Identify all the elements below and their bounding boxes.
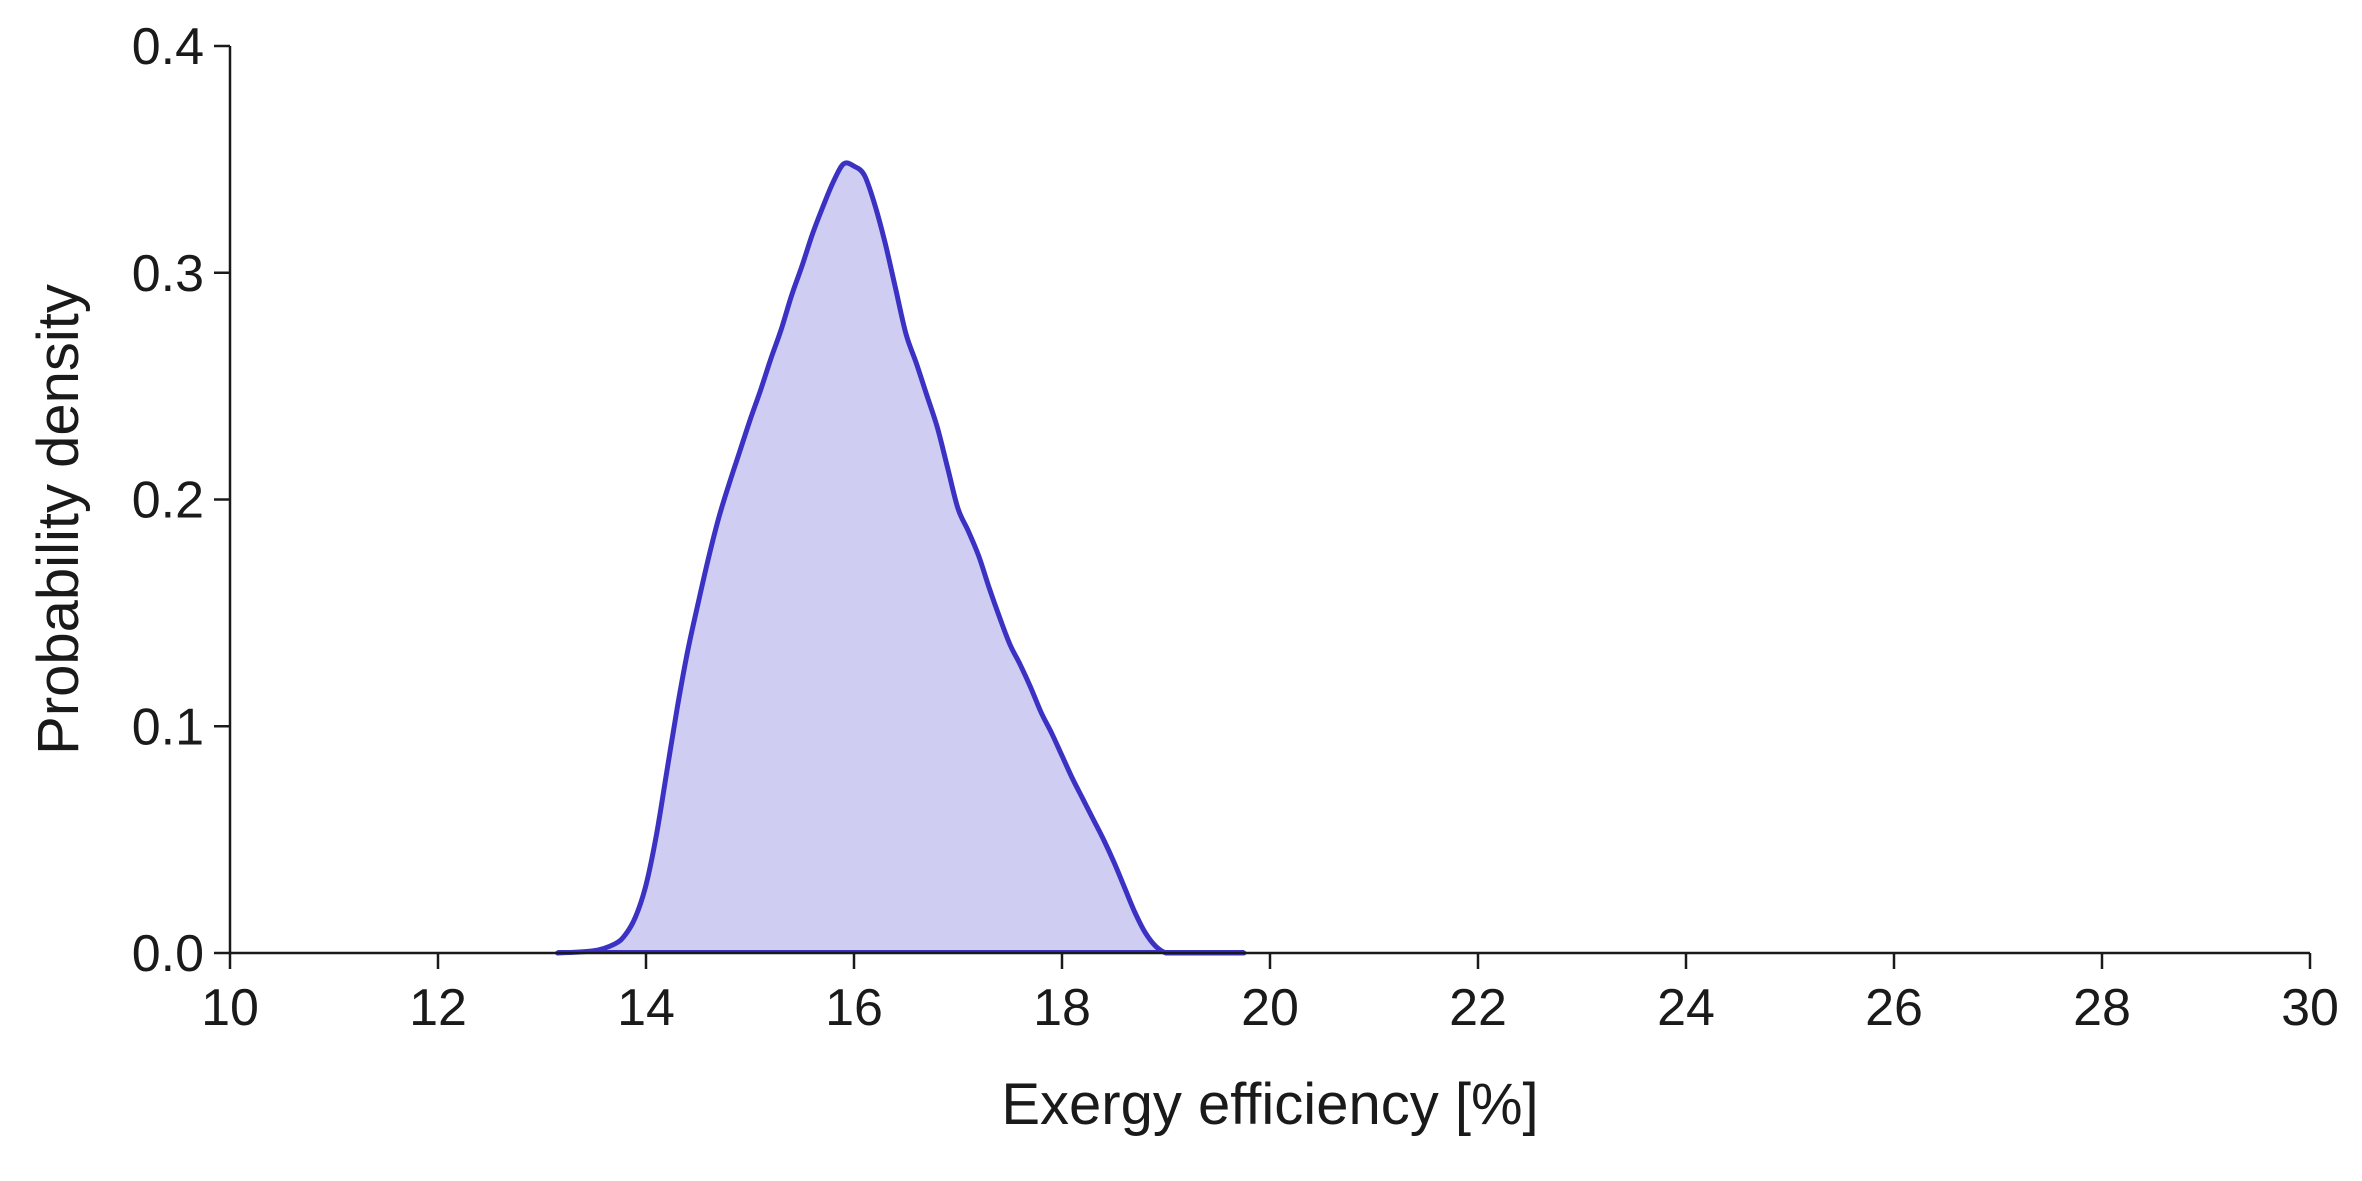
x-tick-label: 28 [2073,979,2131,1037]
y-tick-label: 0.1 [132,698,204,756]
x-axis-title: Exergy efficiency [%] [1001,1072,1538,1137]
x-tick-label: 16 [825,979,883,1037]
x-tick-label: 14 [617,979,675,1037]
y-tick-label: 0.4 [132,18,204,76]
y-axis-ticks: 0.0 0.1 0.2 0.3 0.4 [132,18,230,983]
density-curve [555,160,1247,956]
x-tick-label: 18 [1033,979,1091,1037]
x-tick-label: 30 [2281,979,2339,1037]
plot-area [555,160,1247,956]
x-tick-label: 12 [409,979,467,1037]
x-tick-label: 22 [1449,979,1507,1037]
y-tick-label: 0.0 [132,925,204,983]
x-tick-label: 24 [1657,979,1715,1037]
x-tick-label: 26 [1865,979,1923,1037]
x-tick-label: 10 [201,979,259,1037]
density-area-fill [557,162,1244,953]
y-axis-title: Probability density [26,284,91,755]
y-tick-label: 0.3 [132,245,204,303]
x-tick-label: 20 [1241,979,1299,1037]
y-tick-label: 0.2 [132,472,204,530]
x-axis-ticks: 10 12 14 16 18 20 22 24 26 28 30 [201,953,2339,1037]
